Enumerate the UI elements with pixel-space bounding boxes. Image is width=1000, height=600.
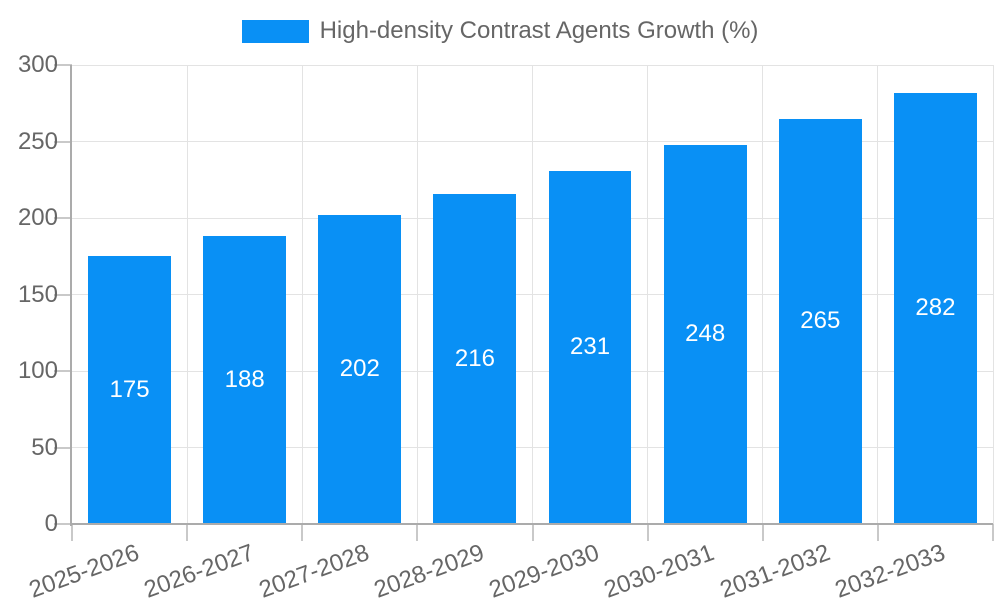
bar-value-label: 248 <box>685 320 726 348</box>
bar-value-label: 265 <box>800 307 841 335</box>
x-axis-tick-label: 2026-2027 <box>140 539 258 600</box>
gridline-vertical <box>877 65 879 524</box>
bar-value-label: 282 <box>915 294 956 322</box>
x-axis-tick-label: 2032-2033 <box>831 539 949 600</box>
gridline-vertical <box>416 65 418 524</box>
bar <box>778 118 862 524</box>
x-axis-line <box>70 523 993 525</box>
x-axis-tick-mark <box>531 524 534 541</box>
gridline-vertical <box>186 65 188 524</box>
x-axis-tick-mark <box>992 524 994 541</box>
bar-value-label: 231 <box>570 333 611 361</box>
gridline-vertical <box>992 65 994 524</box>
bar <box>548 170 632 524</box>
bar <box>203 236 287 524</box>
x-axis-tick-label: 2030-2031 <box>600 539 719 600</box>
y-axis-tick-mark <box>54 370 72 372</box>
x-axis-tick-label: 2025-2026 <box>25 539 143 600</box>
legend-series-label: High-density Contrast Agents Growth (%) <box>319 17 759 44</box>
bar <box>433 193 517 524</box>
y-axis-tick-label: 200 <box>17 204 58 231</box>
legend-color-swatch <box>241 19 309 43</box>
bar-value-label: 175 <box>109 376 150 404</box>
x-axis-tick-mark <box>301 524 304 541</box>
x-axis-tick-mark <box>761 524 764 541</box>
bar-value-label: 188 <box>224 366 265 394</box>
gridline-vertical <box>532 65 533 524</box>
y-axis-tick-label: 0 <box>44 510 58 537</box>
bar <box>318 214 402 524</box>
y-axis-tick-mark <box>54 446 72 449</box>
bar <box>663 144 747 524</box>
x-axis-tick-label: 2028-2029 <box>370 539 488 600</box>
bar-value-label: 216 <box>454 344 495 372</box>
y-axis-tick-mark <box>54 293 72 296</box>
y-axis-tick-label: 250 <box>17 127 58 155</box>
bar <box>893 92 977 524</box>
x-axis-tick-mark <box>416 524 419 541</box>
y-axis-tick-mark <box>54 140 72 143</box>
y-axis-tick-mark <box>54 217 72 219</box>
x-axis-tick-mark <box>186 524 189 541</box>
bar <box>88 256 171 524</box>
gridline-vertical <box>762 65 764 524</box>
x-axis-tick-label: 2031-2032 <box>716 539 834 600</box>
x-axis-tick-mark <box>71 524 73 541</box>
gridline-vertical <box>301 65 303 524</box>
bar-value-label: 202 <box>339 355 380 383</box>
x-axis-tick-mark <box>876 524 879 541</box>
x-axis-tick-label: 2027-2028 <box>255 539 373 600</box>
y-axis-tick-label: 50 <box>31 433 58 461</box>
y-axis-tick-mark <box>54 64 72 66</box>
chart-legend: High-density Contrast Agents Growth (%) <box>0 17 1000 45</box>
x-axis-tick-label: 2029-2030 <box>485 539 603 600</box>
y-axis-tick-label: 300 <box>17 51 58 78</box>
x-axis-tick-mark <box>646 524 649 541</box>
y-axis-tick-mark <box>54 523 72 525</box>
gridline-vertical <box>647 65 649 524</box>
y-axis-tick-label: 150 <box>17 280 58 308</box>
y-axis-tick-label: 100 <box>17 357 58 384</box>
y-axis-line <box>70 65 72 526</box>
